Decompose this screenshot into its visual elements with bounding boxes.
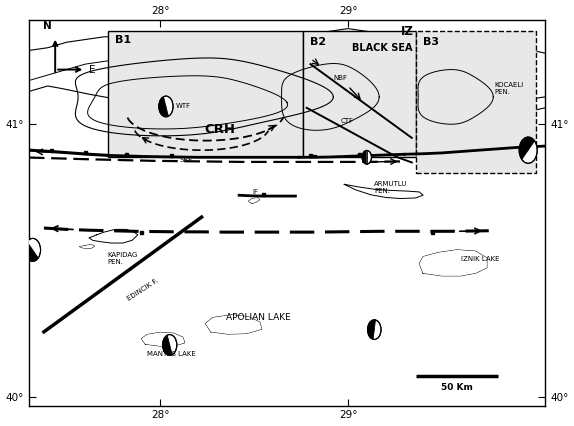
Wedge shape [162,335,172,355]
Bar [170,154,173,157]
Text: N: N [43,21,52,32]
Text: B1: B1 [115,35,131,45]
Polygon shape [142,332,185,346]
Polygon shape [249,198,260,204]
Bar [303,32,416,157]
Bar [309,154,312,157]
Bar [312,155,316,157]
Text: E: E [89,65,95,75]
Text: BLACK SEA: BLACK SEA [351,43,412,53]
Polygon shape [80,245,95,248]
Circle shape [162,334,177,355]
Text: IZ: IZ [401,25,413,38]
Bar [108,32,303,157]
Text: SBF: SBF [179,157,192,163]
Bar [140,231,144,234]
Bar [84,151,87,154]
Polygon shape [420,250,487,276]
Circle shape [367,320,381,340]
Bar [125,153,128,156]
Text: KAPIDAG
PEN.: KAPIDAG PEN. [108,252,138,265]
Bar [430,231,434,234]
Bar [262,193,265,196]
Text: APOLIAN LAKE: APOLIAN LAKE [226,313,290,322]
Text: WTF: WTF [175,104,191,109]
Text: NBF: NBF [333,75,347,81]
Circle shape [519,137,537,163]
Wedge shape [367,320,375,340]
Text: ARMUTLU
PEN.: ARMUTLU PEN. [374,181,408,193]
Polygon shape [205,315,262,334]
Wedge shape [519,137,534,159]
Wedge shape [159,97,168,117]
Circle shape [25,239,41,261]
Wedge shape [25,242,38,261]
Text: IF: IF [252,189,258,195]
Text: B2: B2 [311,37,327,47]
Text: MANYAS LAKE: MANYAS LAKE [147,351,196,357]
Bar [50,149,53,152]
Circle shape [362,150,371,164]
Circle shape [159,96,173,117]
Bar [358,153,361,156]
Wedge shape [362,150,367,164]
Text: IZNIK LAKE: IZNIK LAKE [460,256,499,262]
Bar [416,32,536,173]
Text: EDINCIK F.: EDINCIK F. [126,278,160,302]
Text: B3: B3 [423,37,439,47]
Text: 50 Km: 50 Km [441,383,473,392]
Text: CRH: CRH [205,123,236,136]
Text: KOCAELI
PEN.: KOCAELI PEN. [494,82,523,95]
Text: CTF: CTF [340,118,354,124]
